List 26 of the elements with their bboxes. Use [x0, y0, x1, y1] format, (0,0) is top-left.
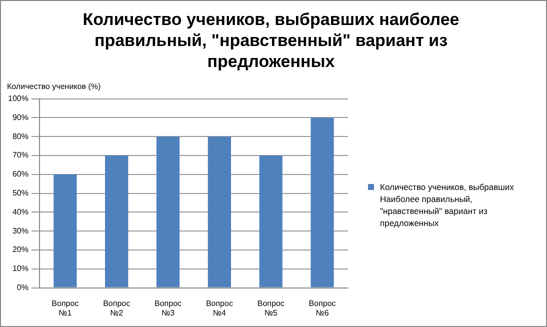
y-tick-label: 0% [16, 283, 28, 292]
y-axis-title: Количество учеников (%) [7, 82, 101, 91]
y-tick-label: 40% [12, 207, 28, 216]
y-tick-label: 10% [12, 264, 28, 274]
bar [156, 136, 180, 288]
x-tick-label: Вопрос №5 [257, 298, 284, 318]
bar [54, 174, 77, 288]
y-tick-label: 50% [12, 188, 28, 198]
chart-title: Количество учеников, выбравших наиболее правильный, "нравственный" вариант из предложенных [82, 9, 460, 72]
bar [259, 156, 282, 288]
bar [208, 136, 232, 288]
y-tick-label: 80% [12, 132, 28, 141]
legend-label: Количество учеников, выбравших Наиболее правильный, "нравственный" вариант из предложенных [380, 181, 515, 229]
y-tick-label: 20% [12, 245, 28, 254]
y-tick-label: 30% [12, 226, 28, 236]
bar [310, 118, 334, 288]
y-tick-label: 90% [12, 112, 28, 122]
x-tick-label: Вопрос №2 [103, 298, 130, 318]
x-tick-label: Вопрос №6 [308, 298, 336, 318]
y-tick-label: 70% [12, 150, 28, 160]
bar [105, 156, 128, 288]
x-tick-label: Вопрос №1 [52, 298, 79, 318]
x-tick-label: Вопрос №3 [154, 298, 182, 318]
y-tick-label: 100% [8, 94, 28, 104]
x-tick-label: Вопрос №4 [206, 298, 233, 318]
y-tick-label: 60% [12, 170, 28, 179]
